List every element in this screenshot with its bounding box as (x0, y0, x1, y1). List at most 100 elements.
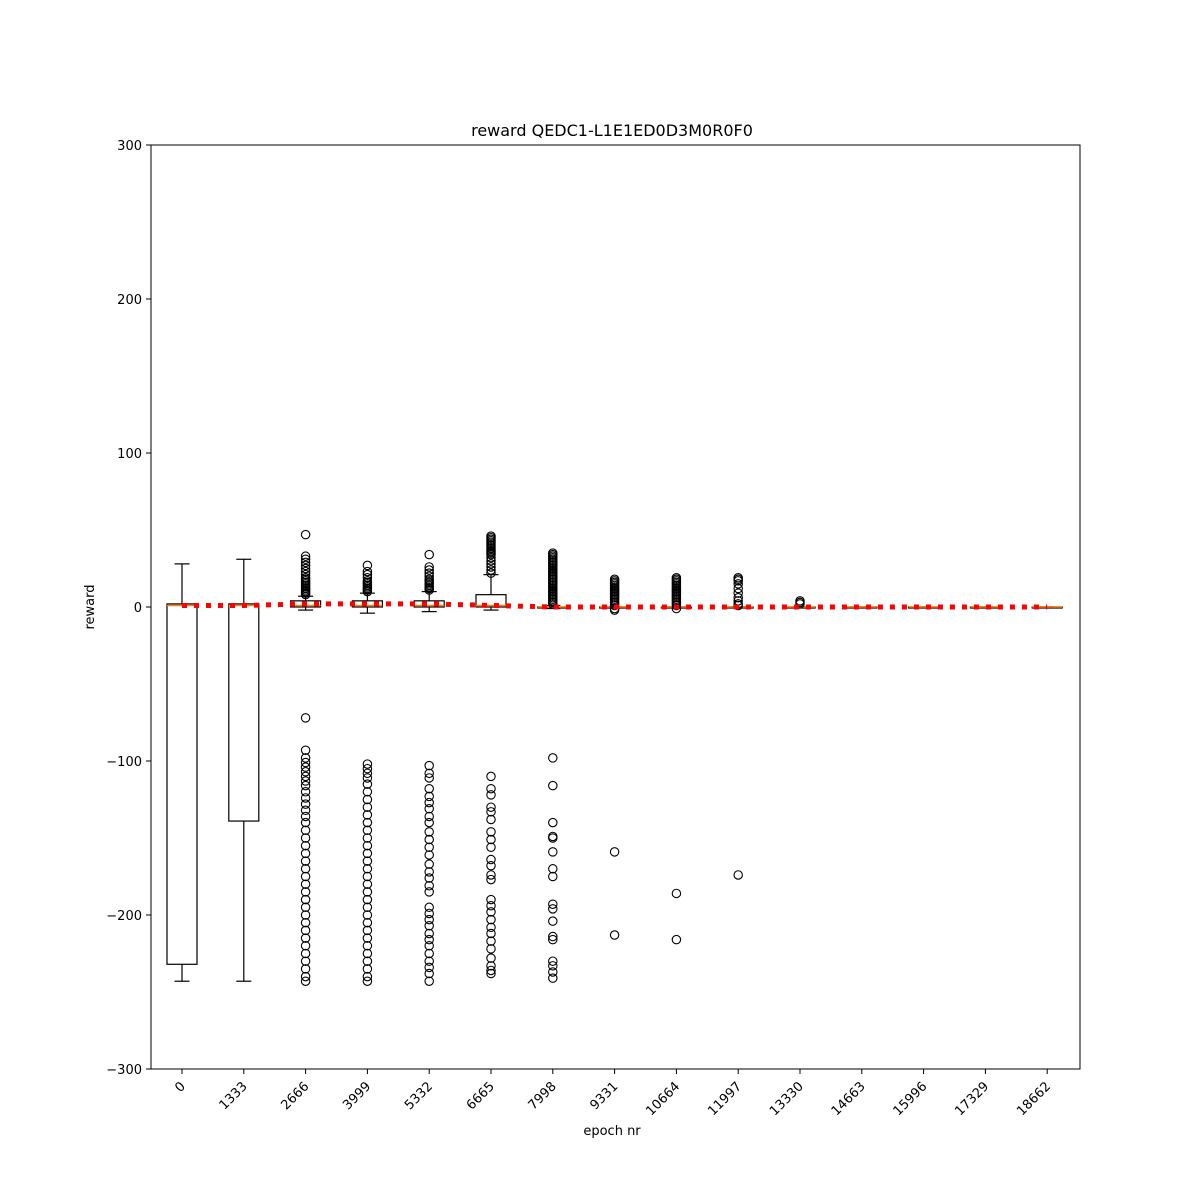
outlier-point (362, 902, 373, 913)
outlier-point (486, 556, 496, 566)
outlier-point (486, 870, 496, 880)
outlier-point (300, 964, 311, 974)
outlier-point (548, 817, 558, 828)
outlier-point (300, 767, 311, 777)
outlier-point (300, 956, 311, 966)
outlier-point (424, 568, 434, 578)
outlier-point (300, 894, 311, 905)
outlier-point (548, 753, 558, 763)
outlier-point (362, 810, 373, 820)
outlier-point (300, 848, 311, 859)
outlier-point (424, 956, 434, 966)
outlier-point (362, 948, 373, 959)
outlier-point (486, 907, 496, 917)
outlier-point (424, 811, 434, 822)
outlier-point (486, 783, 496, 794)
outlier-point (486, 922, 496, 933)
outlier-point (424, 934, 434, 945)
outlier-point (424, 902, 434, 913)
outlier-point (300, 787, 311, 797)
outlier-point (300, 971, 311, 982)
y-tick-label: 100 (117, 447, 142, 462)
chart-title: reward QEDC1-L1E1ED0D3M0R0F0 (471, 121, 753, 140)
outlier-point (362, 910, 373, 920)
outlier-point (300, 569, 311, 580)
outlier-point (300, 793, 311, 803)
outlier-point (671, 888, 682, 899)
outlier-point (424, 976, 434, 986)
outlier-point (362, 964, 373, 974)
outlier-point (362, 802, 373, 812)
outlier-point (362, 773, 373, 783)
outlier-point (424, 783, 434, 794)
outlier-point (362, 768, 373, 779)
outlier-point (424, 773, 434, 783)
outlier-point (424, 562, 434, 572)
outlier-point (300, 925, 311, 936)
outlier-point (548, 961, 558, 971)
outlier-point (548, 956, 558, 966)
outlier-point (300, 910, 311, 920)
outlier-point (424, 834, 434, 845)
box-iqr (475, 594, 507, 608)
y-tick-label: 300 (117, 139, 142, 154)
mean-trend-line (182, 601, 1048, 610)
outlier-point (362, 941, 373, 951)
outlier-point (424, 850, 434, 860)
outlier-point (733, 593, 743, 603)
outlier-point (300, 856, 311, 866)
outlier-point (733, 588, 743, 598)
outlier-point (424, 565, 434, 575)
outlier-point (486, 894, 496, 905)
outlier-point (486, 928, 496, 939)
outlier-point (548, 871, 558, 882)
outlier-point (300, 833, 311, 843)
outlier-point (362, 976, 373, 986)
outlier-point (300, 879, 311, 889)
outlier-point (486, 914, 496, 925)
outlier-point (486, 814, 496, 825)
outlier-point (486, 901, 496, 911)
outlier-point (362, 825, 373, 836)
outlier-point (300, 948, 311, 959)
outlier-point (733, 583, 743, 594)
outlier-point (671, 600, 682, 611)
outlier-point (424, 768, 434, 779)
outlier-point (548, 973, 558, 983)
outlier-point (300, 762, 311, 772)
outlier-point (362, 586, 373, 597)
outlier-point (486, 549, 496, 560)
outlier-point (548, 780, 558, 791)
outlier-point (300, 566, 311, 577)
outlier-point (671, 603, 682, 614)
outlier-point (424, 962, 434, 973)
outlier-point (362, 833, 373, 843)
outlier-point (733, 870, 743, 880)
outlier-point (362, 848, 373, 859)
outlier-point (300, 871, 311, 882)
outlier-point (362, 763, 373, 774)
outlier-point (486, 790, 496, 800)
outlier-point (300, 563, 311, 574)
outlier-point (548, 904, 558, 914)
outlier-point (300, 757, 311, 768)
outlier-point (486, 807, 496, 817)
outlier-point (362, 569, 373, 580)
outlier-point (362, 956, 373, 966)
y-tick-label: 200 (117, 293, 142, 308)
outlier-point (300, 745, 311, 755)
outlier-point (300, 776, 311, 786)
y-tick-label: −300 (106, 1063, 142, 1078)
outlier-point (486, 827, 496, 837)
outlier-point (733, 576, 743, 586)
outlier-point (362, 917, 373, 928)
outlier-point (300, 817, 311, 828)
outlier-point (300, 933, 311, 943)
outlier-point (362, 794, 373, 805)
outlier-point (424, 842, 434, 852)
outlier-point (486, 552, 496, 563)
outlier-point (362, 887, 373, 897)
outlier-point (424, 968, 434, 979)
outlier-point (424, 887, 434, 897)
